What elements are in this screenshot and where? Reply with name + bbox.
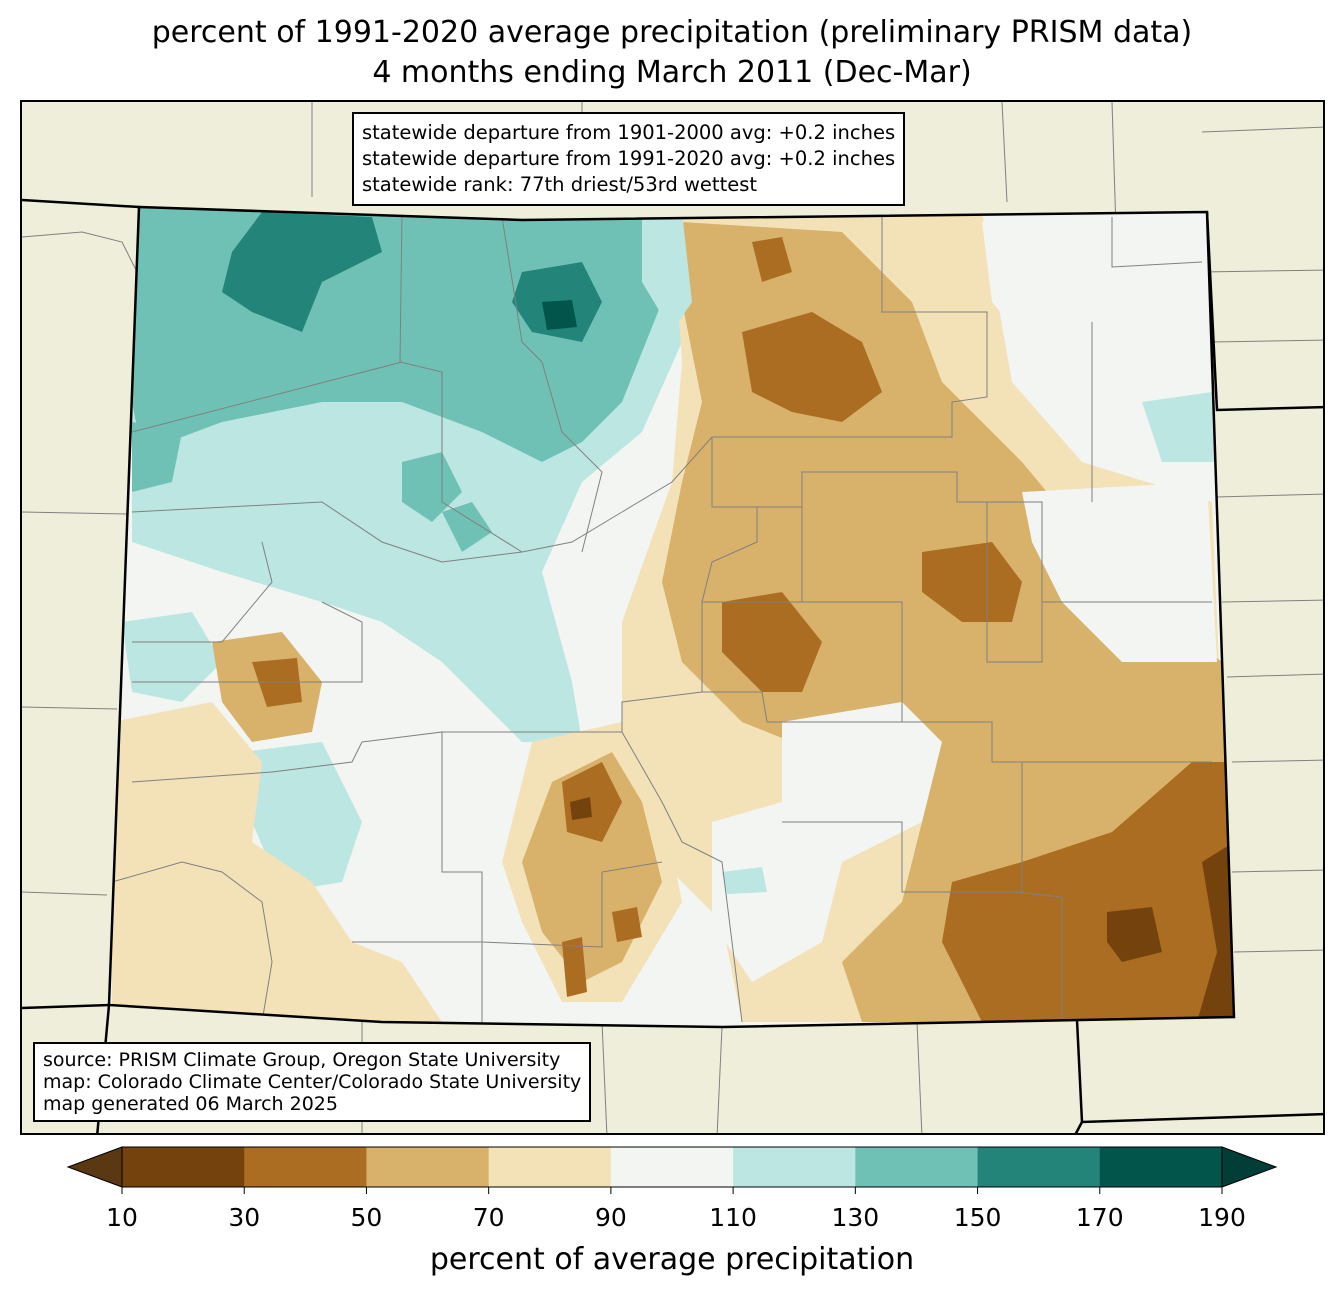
colorado-county-lines bbox=[111, 213, 1212, 1023]
colorbar-bin bbox=[855, 1147, 979, 1187]
colorbar-tick-label: 190 bbox=[1198, 1203, 1246, 1232]
colorbar-bin bbox=[610, 1147, 734, 1187]
colorbar-tick-label: 30 bbox=[228, 1203, 261, 1232]
colorbar-over-arrow bbox=[1221, 1146, 1278, 1188]
colorbar-tick-label: 90 bbox=[594, 1203, 627, 1232]
colorbar-tick-label: 50 bbox=[350, 1203, 383, 1232]
colorbar bbox=[66, 1146, 1278, 1194]
stats-line-rank: statewide rank: 77th driest/53rd wettest bbox=[362, 173, 758, 196]
stats-line-1901-2000: statewide departure from 1901-2000 avg: … bbox=[362, 121, 896, 144]
colorado-state-border bbox=[107, 205, 1236, 1029]
colorbar-bin bbox=[122, 1147, 245, 1187]
colorbar-bin bbox=[366, 1147, 490, 1187]
precip-field bbox=[109, 207, 1234, 1027]
colorado-precipitation-map: statewide departure from 1901-2000 avg: … bbox=[20, 100, 1325, 1135]
colorbar-tick-label: 150 bbox=[953, 1203, 1002, 1232]
colorbar-tick-label: 110 bbox=[709, 1203, 757, 1232]
colorbar-title: percent of average precipitation bbox=[429, 1242, 915, 1277]
colorbar-tick-label: 170 bbox=[1075, 1203, 1124, 1232]
stats-line-1991-2020: statewide departure from 1991-2020 avg: … bbox=[362, 147, 896, 170]
generated-date-line: map generated 06 March 2025 bbox=[43, 1093, 338, 1115]
colorbar-bin bbox=[733, 1147, 856, 1187]
colorbar-under-arrow bbox=[66, 1146, 123, 1188]
source-line: source: PRISM Climate Group, Oregon Stat… bbox=[43, 1049, 561, 1071]
colorbar-tick-label: 130 bbox=[831, 1203, 880, 1232]
statewide-stats-box: statewide departure from 1901-2000 avg: … bbox=[352, 112, 906, 206]
colorbar-bin bbox=[1099, 1147, 1223, 1187]
colorbar-bin bbox=[244, 1147, 367, 1187]
colorbar-bin bbox=[977, 1147, 1101, 1187]
colorbar-border bbox=[121, 1146, 1223, 1188]
colorbar-bin bbox=[488, 1147, 612, 1187]
map-title-line2: 4 months ending March 2011 (Dec-Mar) bbox=[372, 55, 972, 90]
colorbar-tick-label: 70 bbox=[472, 1203, 505, 1232]
map-credit-line: map: Colorado Climate Center/Colorado St… bbox=[43, 1071, 582, 1093]
map-title-line1: percent of 1991-2020 average precipitati… bbox=[151, 15, 1193, 50]
colorbar-tick-label: 10 bbox=[106, 1203, 138, 1232]
source-credits-box: source: PRISM Climate Group, Oregon Stat… bbox=[33, 1042, 592, 1122]
map-canvas bbox=[22, 102, 1323, 1133]
